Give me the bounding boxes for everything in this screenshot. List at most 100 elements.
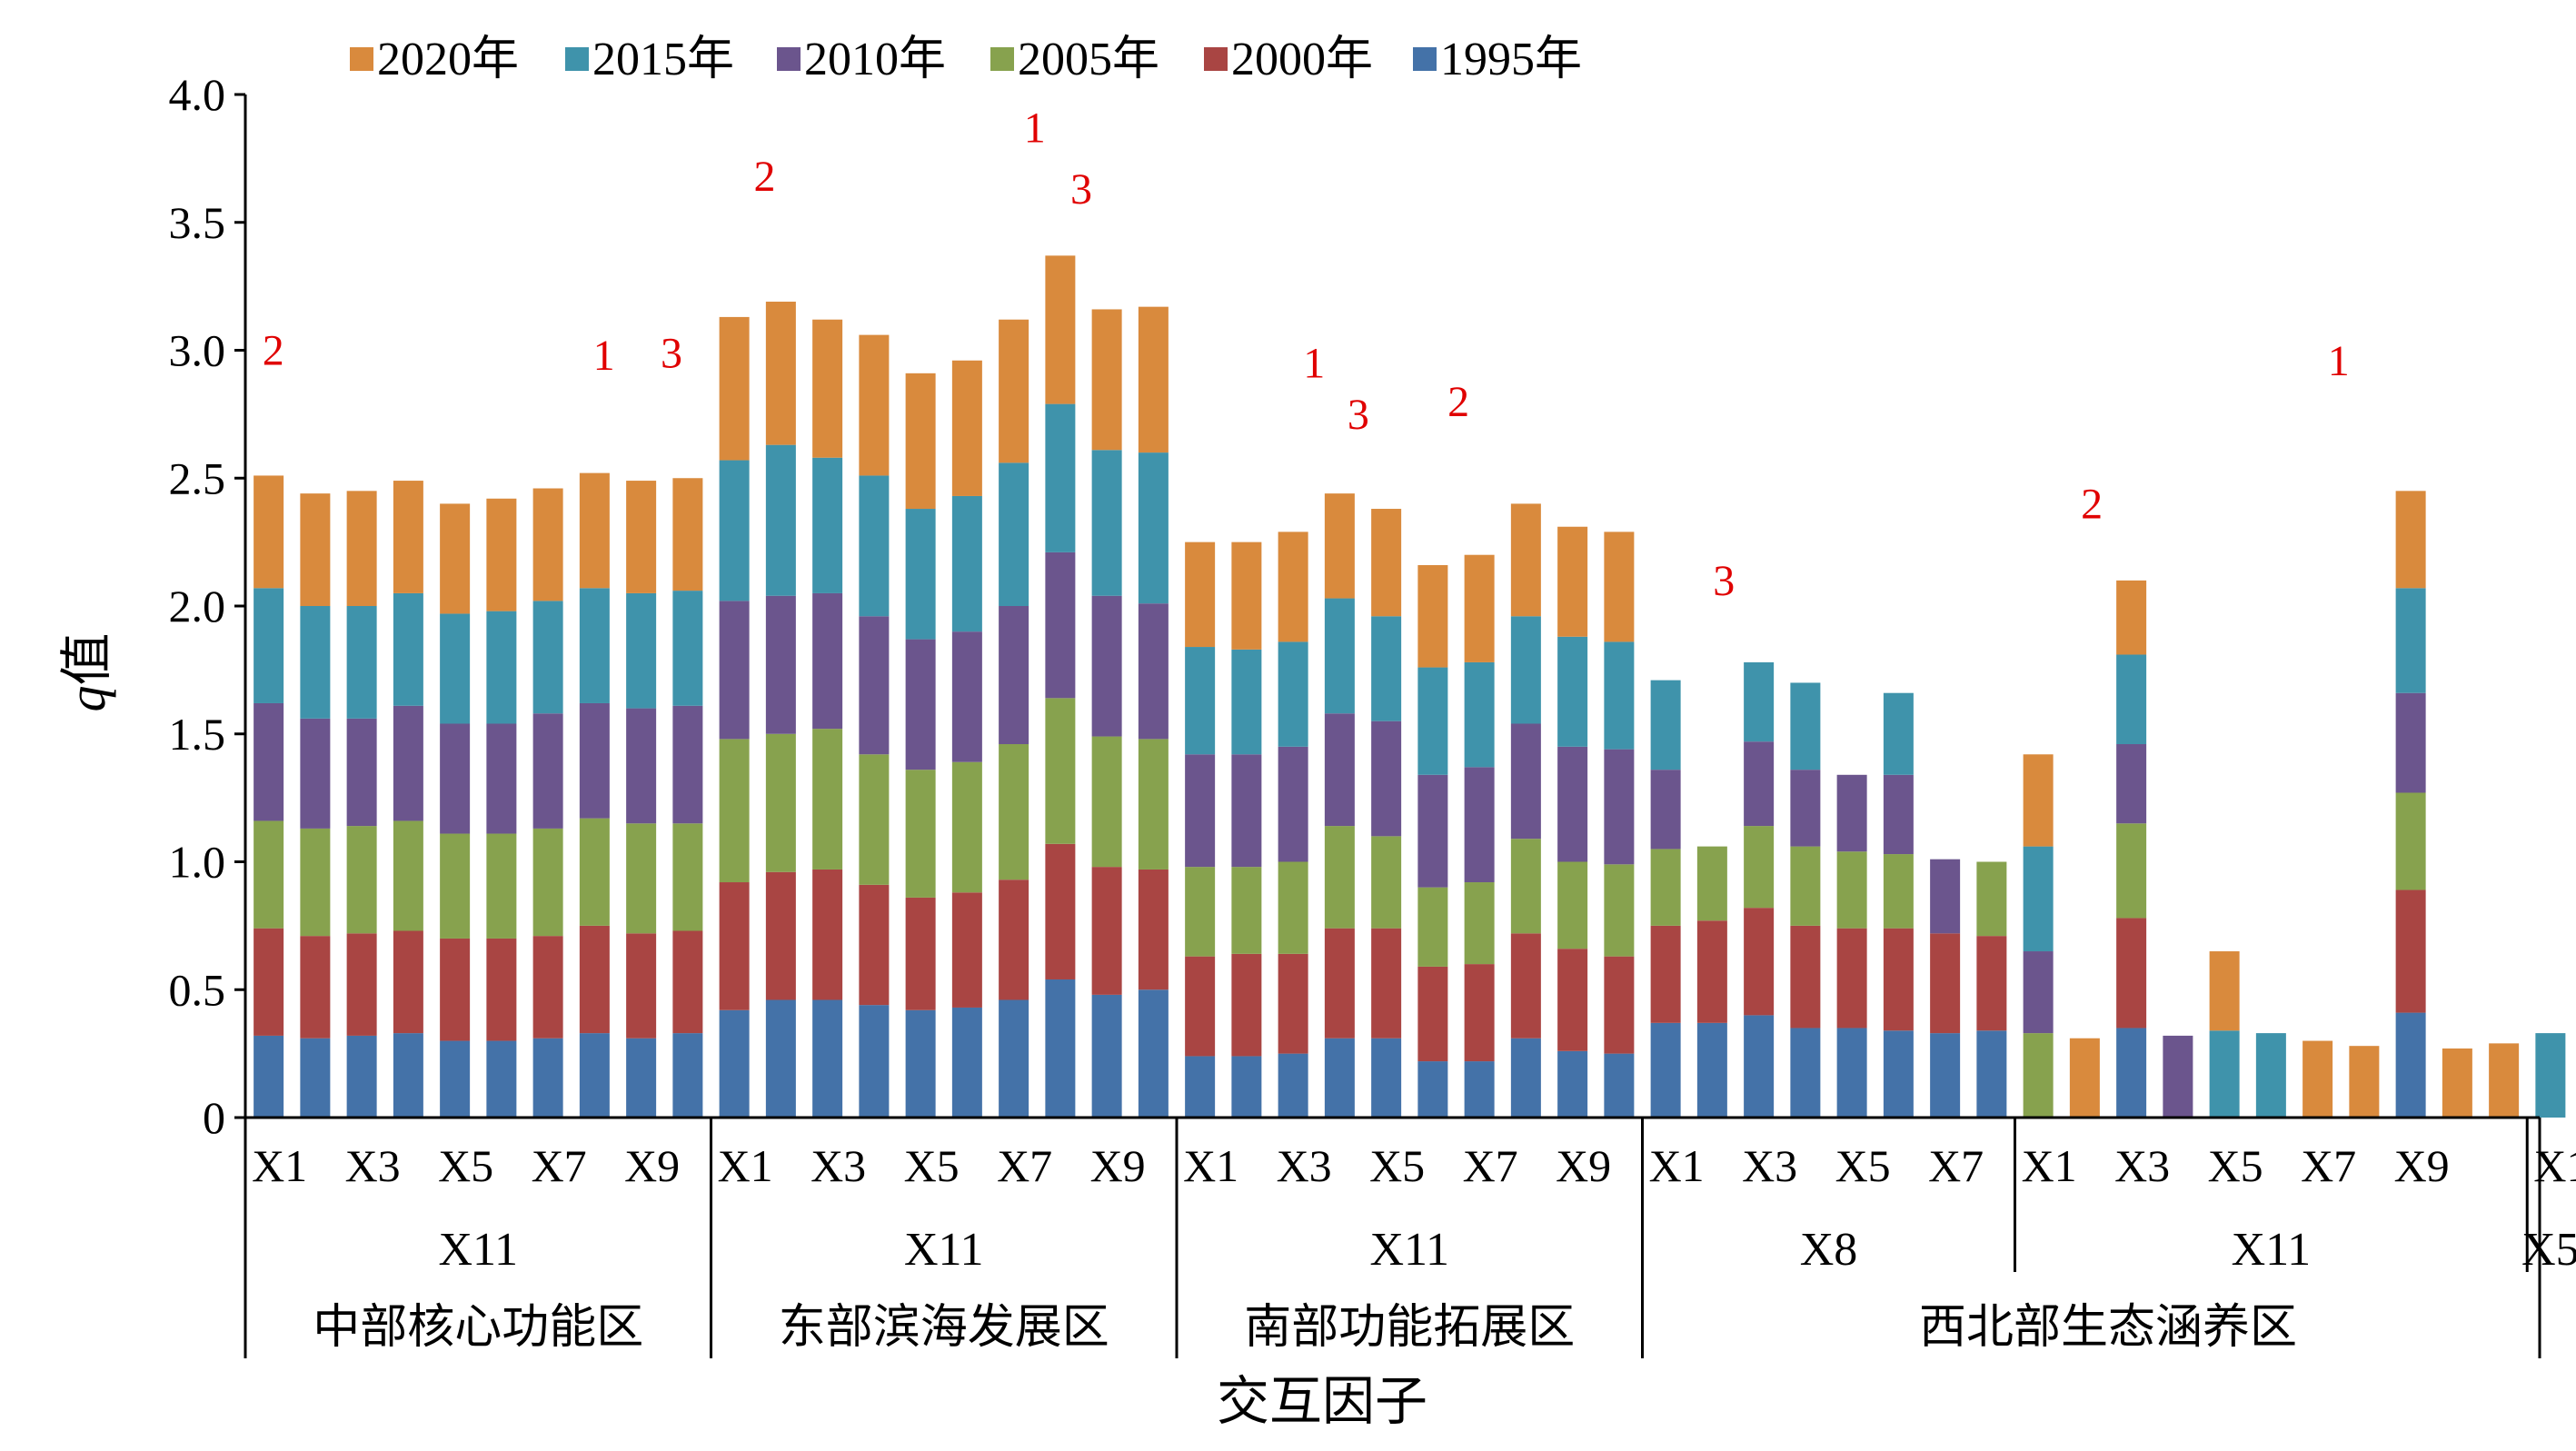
y-tick-label: 3.5 — [169, 197, 226, 248]
bar-segment — [1091, 994, 1122, 1118]
y-tick-label: 2.0 — [169, 581, 226, 631]
bar-segment — [1417, 667, 1448, 775]
legend-swatch — [350, 47, 373, 71]
bar-segment — [1790, 770, 1821, 847]
bar-segment — [626, 933, 657, 1039]
bar-segment — [1464, 882, 1495, 965]
bar-segment — [859, 884, 890, 1006]
bar-segment — [999, 462, 1029, 606]
x-tick-label: X7 — [532, 1140, 587, 1191]
bar-segment — [999, 606, 1029, 745]
bar-segment — [1231, 867, 1262, 954]
legend-label: 2000年 — [1231, 34, 1373, 85]
bar-segment — [1091, 450, 1122, 596]
bar-segment — [1185, 867, 1216, 957]
y-tick-label: 4.0 — [169, 69, 226, 120]
bar-segment — [1836, 1028, 1867, 1118]
bar-segment — [2349, 1046, 2380, 1118]
bar-segment — [626, 1038, 657, 1118]
bar-segment — [1464, 964, 1495, 1062]
bar-segment — [393, 592, 423, 706]
bar-segment — [440, 503, 471, 614]
bar-segment — [486, 1040, 517, 1118]
bar-segment — [2489, 1043, 2520, 1118]
y-tick-label: 1.0 — [169, 837, 226, 888]
bar-segment — [812, 457, 843, 593]
legend-label: 2010年 — [804, 34, 946, 85]
bar-segment — [346, 718, 377, 827]
bar-segment — [1138, 452, 1169, 604]
bar-segment — [532, 936, 563, 1039]
bar-segment — [1278, 641, 1308, 747]
bar-segment — [1185, 1056, 1216, 1118]
bar-segment — [2069, 1038, 2100, 1118]
bar-segment — [812, 999, 843, 1118]
bar-segment — [1278, 746, 1308, 862]
bar-segment — [393, 705, 423, 821]
bar-segment — [1883, 692, 1914, 775]
bar-segment — [532, 488, 563, 601]
x-tick-label: X1 — [718, 1140, 773, 1191]
bar-segment — [812, 592, 843, 730]
bar-segment — [1371, 1038, 1402, 1118]
bar-segment — [2023, 754, 2054, 847]
y-tick-label: 2.5 — [169, 452, 226, 503]
bar-segment — [1185, 542, 1216, 648]
bar-segment — [300, 828, 331, 937]
bar-segment — [2163, 1035, 2193, 1118]
bar-segment — [346, 1035, 377, 1118]
x-tick-label: X9 — [1556, 1140, 1611, 1191]
region-label: 中部核心功能区 — [313, 1302, 643, 1354]
group-label: X11 — [438, 1224, 518, 1276]
bar-segment — [672, 823, 703, 931]
bar-segment — [1836, 774, 1867, 852]
bar-segment — [1185, 956, 1216, 1057]
rank-marker: 3 — [1070, 165, 1092, 214]
bar-segment — [1976, 1030, 2007, 1118]
region-label: 南部功能拓展区 — [1244, 1302, 1575, 1354]
bar-segment — [859, 1005, 890, 1118]
bar-segment — [2255, 1033, 2286, 1118]
bar-segment — [2442, 1048, 2472, 1118]
x-tick-label: X5 — [2208, 1140, 2263, 1191]
bar-segment — [1138, 739, 1169, 870]
bar-segment — [2535, 1033, 2566, 1118]
bar-segment — [1464, 1061, 1495, 1118]
bar-segment — [1883, 774, 1914, 855]
bar-segment — [1045, 403, 1076, 552]
bar-segment — [300, 718, 331, 829]
bar-segment — [254, 928, 284, 1036]
bar-segment — [719, 316, 750, 461]
bar-segment — [2023, 846, 2054, 952]
bar-segment — [859, 754, 890, 885]
x-tick-label: X3 — [2114, 1140, 2170, 1191]
group-label: X8 — [1800, 1224, 1858, 1276]
bar-segment — [1604, 532, 1635, 642]
bar-segment — [1091, 867, 1122, 995]
bar-segment — [1744, 908, 1775, 1016]
bar-segment — [765, 871, 796, 1000]
bar-segment — [1231, 953, 1262, 1057]
bar-segment — [905, 373, 936, 510]
bar-segment — [1883, 854, 1914, 929]
bar-segment — [1091, 595, 1122, 737]
region-label: 西北部生态涵养区 — [1919, 1302, 2297, 1354]
bar-segment — [579, 472, 610, 589]
bar-segment — [1324, 928, 1355, 1039]
group-label: X11 — [1369, 1224, 1449, 1276]
bar-segment — [1557, 861, 1588, 949]
bar-segment — [1324, 826, 1355, 929]
bar-segment — [254, 702, 284, 821]
legend-swatch — [565, 47, 589, 71]
bar-segment — [1324, 493, 1355, 599]
bar-segment — [1138, 306, 1169, 453]
x-tick-label: X5 — [1369, 1140, 1425, 1191]
bar-segment — [719, 1009, 750, 1118]
bar-segment — [1417, 887, 1448, 967]
bar-segment — [2116, 580, 2147, 655]
bar-segment — [1510, 616, 1541, 724]
y-tick-label: 1.5 — [169, 709, 226, 760]
x-axis: X1 X3 X5 X7 X9 X11 X1 X3 X5 X7 X9 X11 X1 X3 X5 X7 X9 X11 X… — [244, 1116, 2576, 1358]
bar-segment — [1464, 661, 1495, 768]
bar-segment — [254, 475, 284, 589]
